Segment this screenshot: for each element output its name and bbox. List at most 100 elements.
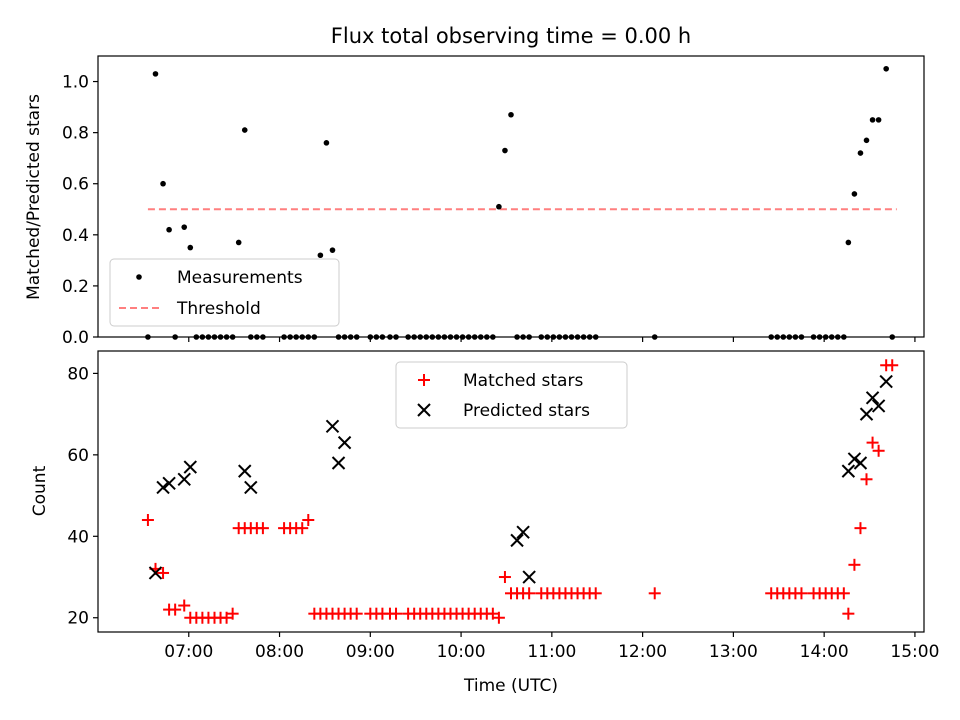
measurement-point [160, 180, 166, 187]
matched-star-point [296, 522, 309, 535]
measurement-point [883, 65, 889, 72]
predicted-star-point [522, 570, 536, 584]
measurement-point [241, 127, 248, 133]
matched-star-point [886, 359, 899, 372]
measurement-point [166, 226, 172, 233]
legend-measurements-marker [136, 274, 142, 280]
figure-title: Flux total observing time = 0.00 h [331, 24, 691, 48]
measurement-point [235, 239, 242, 246]
measurement-point [317, 252, 324, 259]
matched-star-point [492, 611, 505, 624]
matched-star-point [169, 603, 182, 616]
top-axes-frame [97, 55, 925, 338]
bottom-y-tick-label: 80 [67, 364, 89, 384]
top-plot-area [145, 65, 897, 340]
measurement-point [845, 239, 852, 246]
bottom-x-ticks: 07:00 08:00 09:00 10:00 11:00 12:00 13:00 14:00… [164, 632, 939, 662]
matched-star-point [178, 599, 191, 612]
top-x-ticks [188, 337, 916, 342]
top-y-tick-label: 0.2 [62, 277, 89, 297]
legend-predicted-label: Predicted stars [463, 401, 590, 421]
matched-star-point [648, 587, 661, 600]
predicted-star-point [847, 452, 862, 466]
measurement-point [508, 111, 514, 118]
predicted-star-point [156, 480, 170, 495]
measurement-point [329, 247, 336, 253]
matched-star-point [860, 473, 873, 486]
predicted-star-point [510, 533, 524, 548]
x-axis-label: Time (UTC) [463, 676, 558, 696]
legend-predicted-marker [417, 403, 431, 417]
predicted-star-point [879, 374, 893, 389]
measurement-point [502, 147, 508, 154]
bottom-x-tick-label: 11:00 [527, 642, 576, 662]
legend-matched-label: Matched stars [463, 371, 583, 391]
bottom-x-tick-label: 14:00 [800, 642, 849, 662]
bottom-y-tick-label: 20 [67, 609, 89, 629]
matched-star-point [523, 587, 536, 600]
bottom-x-tick-label: 08:00 [255, 642, 304, 662]
matched-star-point [390, 607, 403, 620]
measurement-point [181, 224, 188, 230]
predicted-star-point [841, 464, 856, 478]
top-y-tick-label: 0.0 [62, 328, 89, 348]
bottom-axes-frame [97, 350, 925, 633]
top-legend-box [109, 258, 340, 327]
matched-star-point [256, 522, 269, 535]
top-y-tick-label: 0.6 [62, 175, 89, 195]
bottom-plot-area [141, 359, 899, 624]
matched-star-point [157, 566, 170, 579]
predicted-star-point [331, 456, 346, 470]
predicted-star-point [859, 407, 874, 421]
legend-measurements-label: Measurements [177, 268, 303, 288]
predicted-star-point [325, 419, 340, 434]
matched-star-point [795, 587, 808, 600]
measurement-point [857, 150, 864, 156]
predicted-star-point [183, 460, 197, 474]
matched-star-point [854, 522, 867, 535]
bottom-legend-box [395, 361, 628, 429]
predicted-star-point [871, 399, 886, 413]
bottom-x-tick-label: 15:00 [890, 642, 939, 662]
bottom-y-axis-label: Count [30, 465, 50, 516]
bottom-y-ticks: 20 40 60 80 [67, 364, 98, 629]
matched-star-point [226, 607, 239, 620]
measurement-point [869, 117, 876, 123]
predicted-star-point [853, 456, 868, 470]
predicted-star-point [516, 525, 530, 539]
top-y-tick-label: 0.4 [62, 226, 89, 246]
bottom-x-tick-label: 07:00 [164, 642, 213, 662]
bottom-y-tick-label: 60 [67, 446, 89, 466]
predicted-star-point [244, 480, 258, 495]
matched-star-point [589, 587, 602, 600]
top-y-ticks: 0.0 0.2 0.4 0.6 0.8 1.0 [62, 73, 98, 348]
predicted-star-point [865, 391, 880, 405]
matched-star-point [498, 571, 511, 584]
measurement-point [152, 71, 159, 77]
predicted-star-point [177, 472, 191, 486]
matched-star-point [837, 587, 850, 600]
bottom-y-tick-label: 40 [67, 527, 89, 547]
top-legend: Measurements Threshold [109, 258, 340, 327]
matched-star-point [302, 514, 315, 527]
matched-star-point [872, 444, 885, 457]
legend-threshold-label: Threshold [176, 299, 261, 319]
bottom-x-tick-label: 10:00 [437, 642, 486, 662]
measurement-point [851, 191, 858, 197]
matched-star-point [350, 607, 363, 620]
predicted-star-point [238, 464, 252, 478]
matched-star-point [486, 607, 499, 620]
top-y-tick-label: 1.0 [62, 73, 89, 93]
top-y-axis-label: Matched/Predicted stars [24, 94, 44, 300]
matched-star-point [866, 436, 879, 449]
predicted-star-point [162, 476, 176, 491]
bottom-panel: 20 40 60 80 07:00 08:00 09:00 10:00 11:00 12:00 1… [30, 350, 939, 696]
predicted-star-point [337, 435, 352, 450]
measurement-point [863, 137, 870, 144]
bottom-x-tick-label: 13:00 [709, 642, 758, 662]
measurement-point [875, 117, 882, 123]
measurement-point [187, 244, 194, 251]
